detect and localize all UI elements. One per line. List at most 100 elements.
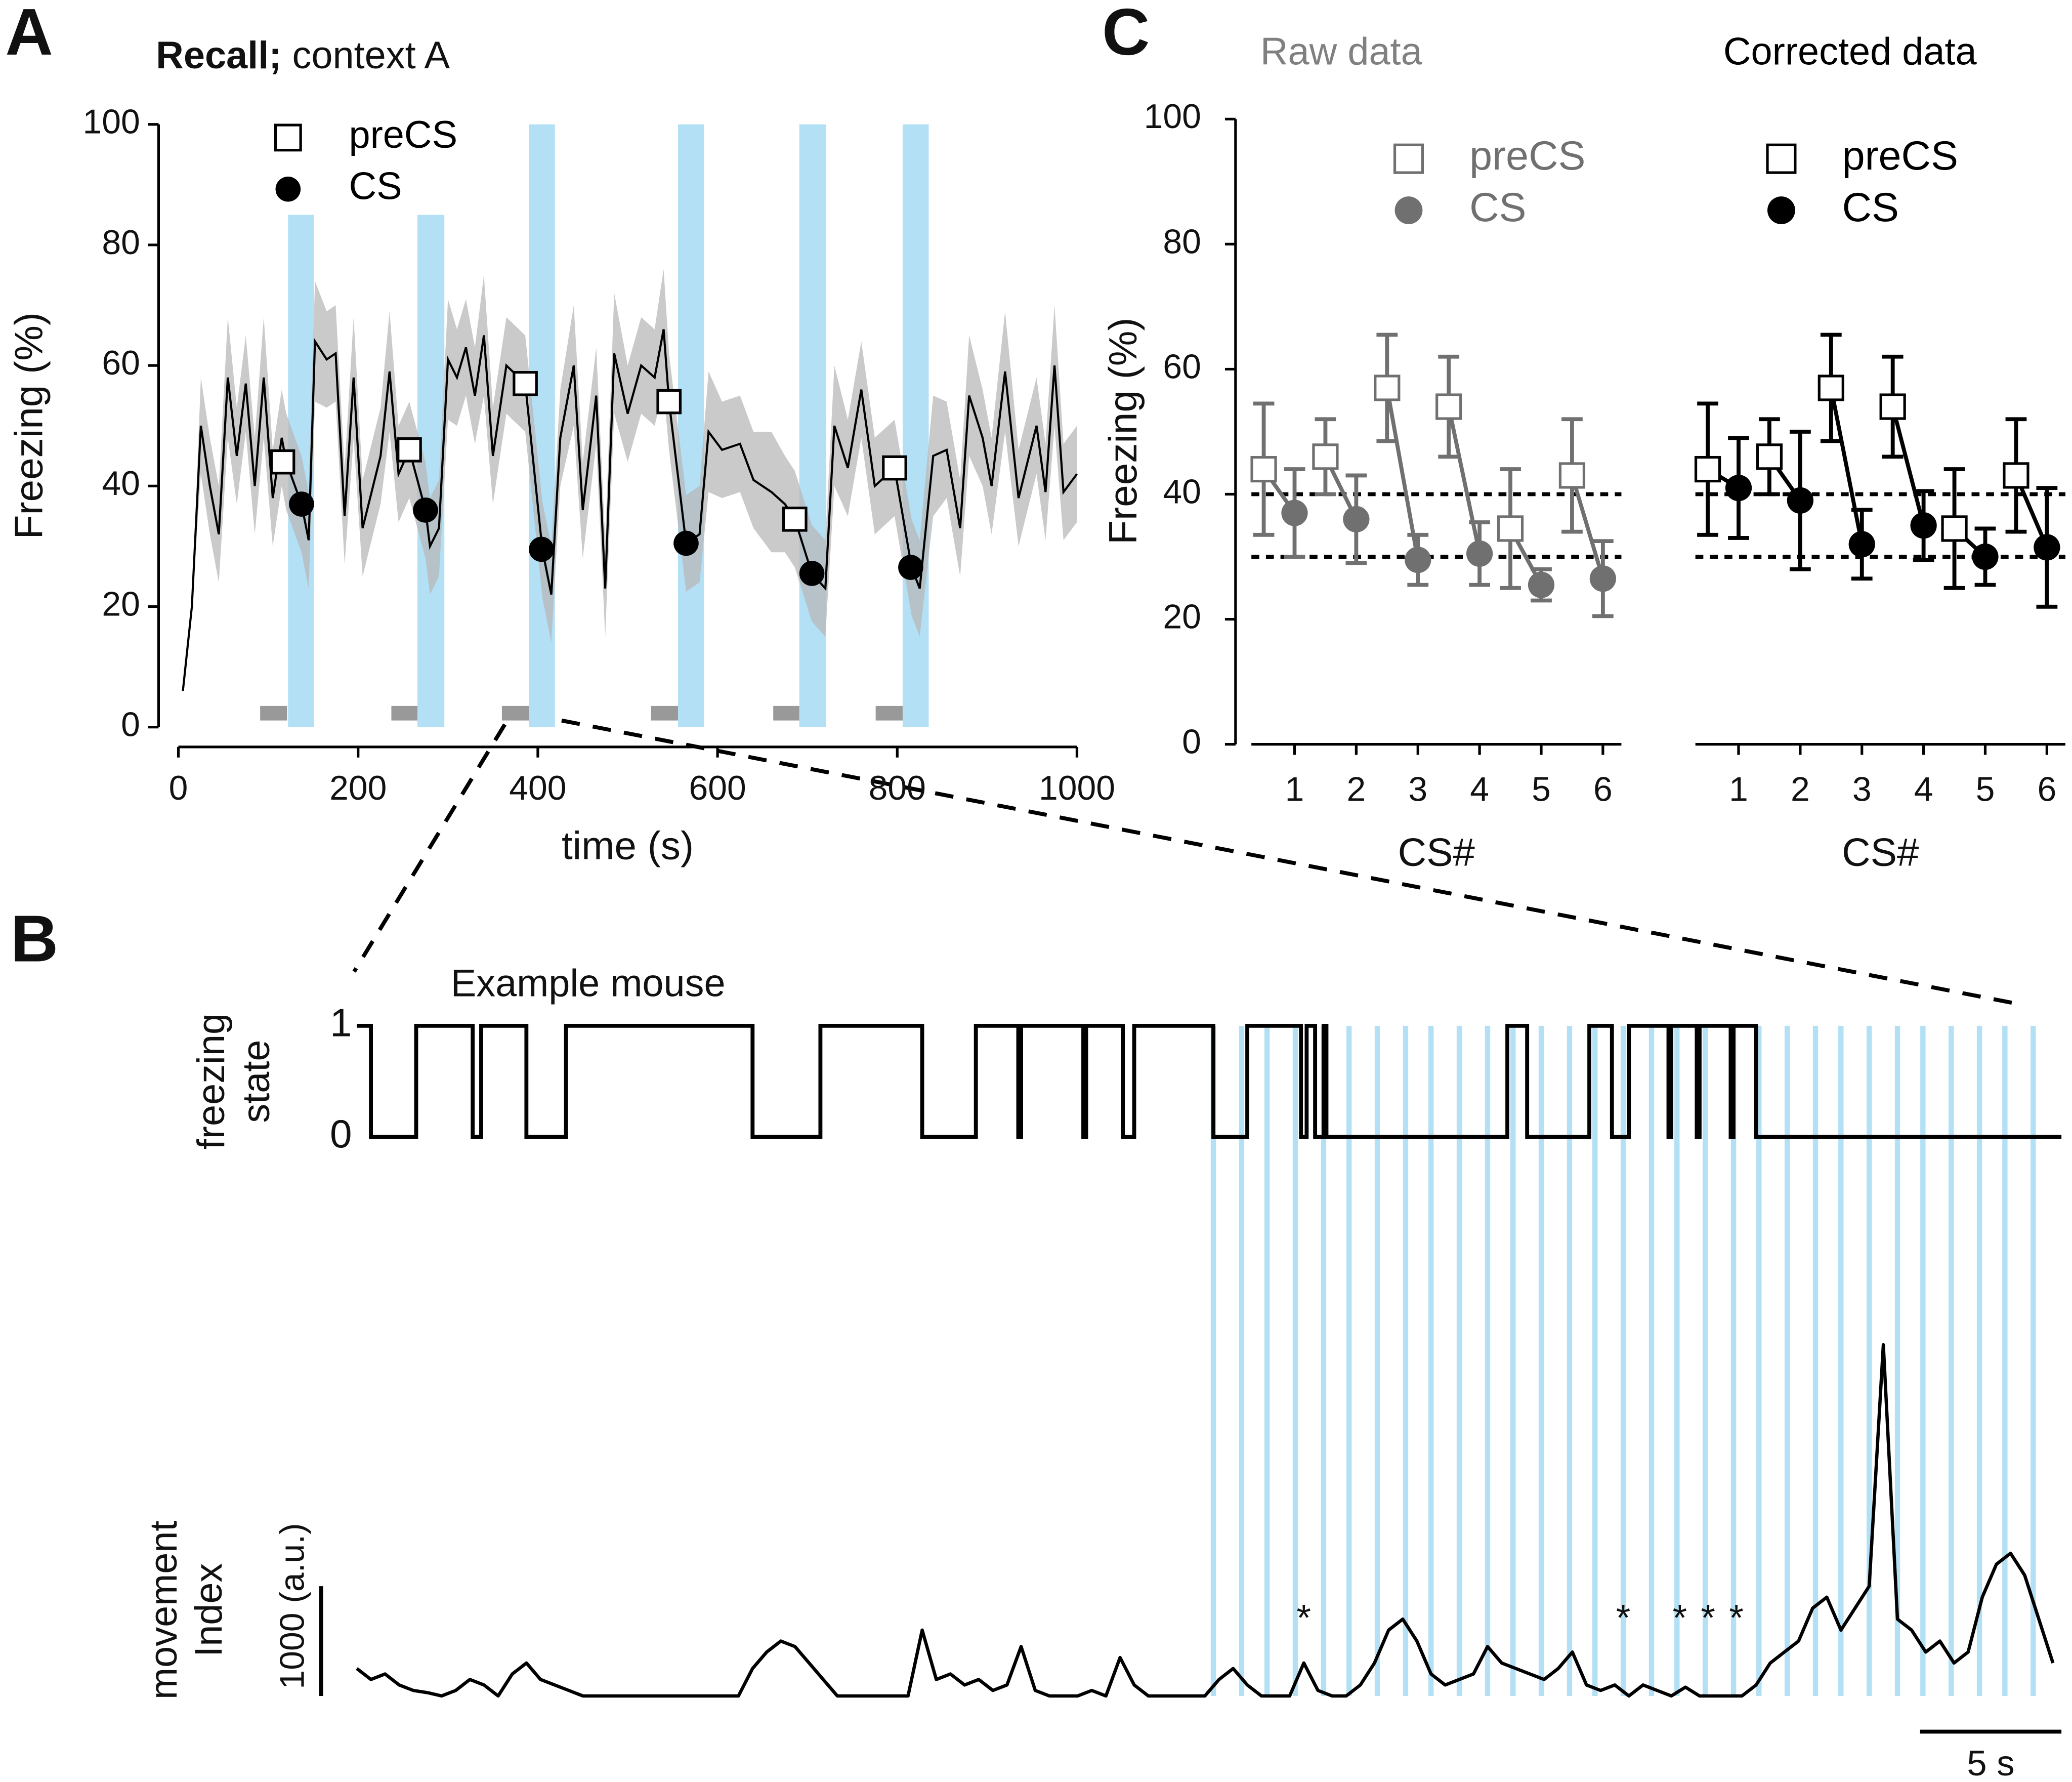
stimulus bbox=[1674, 1025, 1680, 1696]
stimulus bbox=[1702, 1025, 1708, 1696]
stimulus bbox=[1264, 1025, 1270, 1696]
x-axis-label: CS# bbox=[1398, 830, 1475, 875]
x-tick-label: 5 bbox=[1532, 771, 1551, 809]
zoom-line bbox=[561, 718, 2022, 1007]
x-tick-label: 1 bbox=[1285, 771, 1304, 809]
stimulus bbox=[2031, 1025, 2036, 1696]
panel-label: B bbox=[11, 901, 58, 975]
marker-circle bbox=[275, 176, 301, 202]
connector bbox=[1829, 387, 1864, 545]
marker-square bbox=[2003, 462, 2029, 489]
annotation: * bbox=[1673, 1597, 1687, 1638]
marker-circle bbox=[1910, 512, 1937, 539]
marker-square bbox=[1497, 515, 1524, 542]
marker-circle bbox=[529, 536, 554, 562]
x-tick-label: 2 bbox=[1791, 771, 1810, 809]
legend-label: CS bbox=[1842, 185, 1899, 230]
stimulus bbox=[1592, 1025, 1598, 1696]
marker-square bbox=[1879, 393, 1906, 420]
x-tick-label: 4 bbox=[1470, 771, 1489, 809]
precs-period bbox=[260, 706, 287, 721]
stimulus bbox=[1620, 1025, 1626, 1696]
marker-circle bbox=[1343, 506, 1370, 533]
connector bbox=[1447, 406, 1482, 554]
marker-square bbox=[1435, 393, 1462, 420]
stimulus bbox=[1456, 1025, 1462, 1696]
stimulus bbox=[1292, 1025, 1298, 1696]
stimulus bbox=[1428, 1025, 1434, 1696]
stimulus bbox=[1210, 1025, 1216, 1696]
marker-square bbox=[1558, 462, 1586, 489]
x-tick-label: 6 bbox=[1593, 771, 1613, 809]
marker-square bbox=[1312, 443, 1339, 470]
x-axis-label: time (s) bbox=[562, 823, 694, 868]
annotation: * bbox=[1297, 1597, 1311, 1638]
y-tick-label: 40 bbox=[102, 465, 140, 503]
marker-square bbox=[270, 449, 295, 475]
annotation: * bbox=[1616, 1597, 1630, 1638]
annotation: * bbox=[1729, 1597, 1743, 1638]
marker-square bbox=[882, 455, 907, 481]
precs-period bbox=[501, 706, 529, 721]
marker-circle bbox=[1787, 487, 1813, 514]
x-tick-label: 800 bbox=[869, 769, 926, 807]
y-scalebar-label: 1000 (a.u.) bbox=[273, 1523, 311, 1689]
marker-square bbox=[274, 123, 302, 152]
stimulus bbox=[1784, 1025, 1790, 1696]
chart-title: Corrected data bbox=[1723, 30, 1977, 73]
stimulus bbox=[2002, 1025, 2008, 1696]
marker-square bbox=[782, 506, 808, 532]
stimulus bbox=[1894, 1025, 1900, 1696]
precs-period bbox=[651, 706, 678, 721]
y-axis-label: movement bbox=[142, 1520, 185, 1699]
y-axis-label: Freezing (%) bbox=[6, 312, 51, 539]
title-bold: Recall; bbox=[156, 34, 281, 77]
marker-square bbox=[1941, 515, 1968, 542]
marker-circle bbox=[1405, 547, 1431, 573]
y-tick-label: 100 bbox=[83, 103, 140, 141]
marker-square bbox=[397, 437, 422, 463]
marker-circle bbox=[1394, 196, 1423, 224]
marker-circle bbox=[1466, 540, 1493, 567]
stimulus bbox=[1485, 1025, 1491, 1696]
x-tick-label: 1 bbox=[1729, 771, 1748, 809]
y-tick-label: 40 bbox=[1163, 473, 1201, 511]
chart-title: Raw data bbox=[1260, 30, 1423, 73]
stimulus bbox=[1812, 1025, 1819, 1696]
marker-circle bbox=[2034, 534, 2060, 561]
x-tick-label: 4 bbox=[1914, 771, 1933, 809]
y-tick-label: 1 bbox=[330, 1001, 352, 1045]
marker-circle bbox=[1589, 565, 1616, 592]
x-tick-label: 400 bbox=[509, 769, 566, 807]
y-axis-label: state bbox=[235, 1040, 278, 1123]
marker-circle bbox=[799, 561, 825, 586]
marker-circle bbox=[1848, 531, 1875, 558]
freezing-state bbox=[357, 1023, 2062, 1139]
stimulus bbox=[1648, 1025, 1655, 1696]
x-tick-label: 200 bbox=[329, 769, 387, 807]
y-tick-label: 80 bbox=[102, 224, 140, 262]
stimulus bbox=[1239, 1025, 1245, 1696]
legend-label: preCS bbox=[1469, 133, 1585, 179]
connector bbox=[1570, 475, 1605, 579]
precs-period bbox=[875, 706, 903, 721]
x-tick-label: 600 bbox=[689, 769, 746, 807]
marker-square bbox=[1756, 443, 1783, 470]
stimulus bbox=[1948, 1025, 1954, 1696]
connector bbox=[1890, 406, 1926, 526]
x-tick-label: 2 bbox=[1346, 771, 1366, 809]
marker-circle bbox=[289, 491, 314, 517]
stimulus bbox=[1346, 1025, 1352, 1696]
stimulus bbox=[1403, 1025, 1409, 1696]
stimulus bbox=[1321, 1025, 1327, 1696]
cs-period bbox=[902, 124, 929, 727]
y-axis-label: Freezing (%) bbox=[1101, 317, 1145, 544]
marker-circle bbox=[898, 555, 923, 580]
x-tick-label: 3 bbox=[1852, 771, 1872, 809]
marker-square bbox=[1374, 375, 1401, 401]
marker-square bbox=[1250, 455, 1277, 483]
y-tick-label: 100 bbox=[1144, 98, 1201, 136]
chart-title: Recall; context A bbox=[156, 34, 450, 77]
